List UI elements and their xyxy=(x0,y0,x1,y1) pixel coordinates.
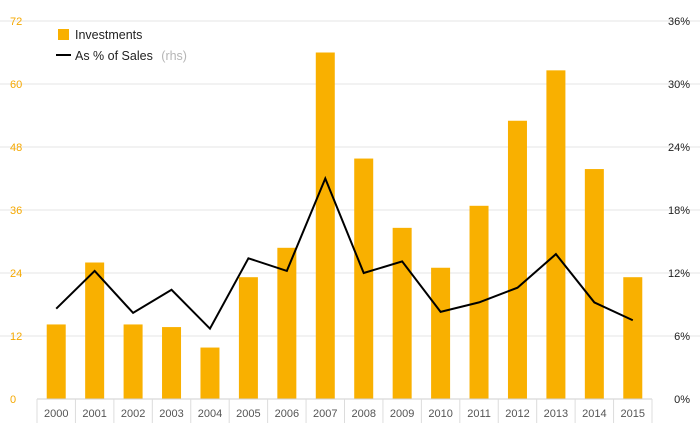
y-right-tick-label: 30% xyxy=(668,79,690,91)
y-right-tick-label: 18% xyxy=(668,205,690,217)
bar-investments-2004 xyxy=(200,347,220,399)
y-left-tick-label: 72 xyxy=(10,16,22,28)
bar-investments-2002 xyxy=(123,324,143,399)
x-tick-label: 2011 xyxy=(467,408,491,420)
legend-swatch-investments xyxy=(58,29,69,40)
legend: Investments As % of Sales (rhs) xyxy=(56,28,187,64)
x-tick-label: 2014 xyxy=(582,408,606,420)
bar-investments-2013 xyxy=(546,70,566,399)
x-tick-label: 2000 xyxy=(44,408,68,420)
y-right-tick-label: 6% xyxy=(674,331,690,343)
bar-investments-2015 xyxy=(623,277,643,399)
bar-investments-2010 xyxy=(431,267,451,399)
bar-investments-2000 xyxy=(46,324,66,399)
x-tick-label: 2012 xyxy=(505,408,529,420)
x-tick-label: 2015 xyxy=(621,408,645,420)
bar-investments-2005 xyxy=(238,277,258,399)
y-left-tick-label: 0 xyxy=(10,394,16,406)
bar-investments-2001 xyxy=(85,262,105,399)
x-tick-label: 2004 xyxy=(198,408,222,420)
bar-investments-2007 xyxy=(315,52,335,399)
legend-label-pct-sales-main: As % of Sales xyxy=(75,49,153,63)
y-left-tick-label: 24 xyxy=(10,268,22,280)
y-left-tick-label: 48 xyxy=(10,142,22,154)
bar-investments-2006 xyxy=(277,247,297,399)
x-tick-label: 2009 xyxy=(390,408,414,420)
y-left-tick-label: 60 xyxy=(10,79,22,91)
axes: 0 12 24 36 48 60 72 0% 6% 12% 18% 24% 30% 36% 2000 2001… xyxy=(10,16,690,423)
legend-label-pct-sales: As % of Sales (rhs) xyxy=(75,47,187,64)
x-tick-label: 2003 xyxy=(159,408,183,420)
bar-investments-2003 xyxy=(162,327,182,399)
y-left-tick-label: 36 xyxy=(10,205,22,217)
y-right-tick-label: 36% xyxy=(668,16,690,28)
x-tick-label: 2007 xyxy=(313,408,337,420)
line-pct-sales xyxy=(55,175,634,331)
x-tick-label: 2006 xyxy=(275,408,299,420)
x-tick-label: 2010 xyxy=(428,408,452,420)
x-tick-label: 2002 xyxy=(121,408,145,420)
x-tick-label: 2001 xyxy=(82,408,106,420)
x-tick-label: 2005 xyxy=(236,408,260,420)
y-right-tick-label: 24% xyxy=(668,142,690,154)
y-left-tick-label: 12 xyxy=(10,331,22,343)
bar-investments-2009 xyxy=(392,227,412,399)
legend-label-rhs-note: (rhs) xyxy=(161,49,187,63)
x-tick-label: 2013 xyxy=(544,408,568,420)
bar-investments-2012 xyxy=(507,120,527,399)
bar-investments-2008 xyxy=(354,158,374,399)
line-series-pct-sales xyxy=(55,175,634,331)
gridlines xyxy=(0,20,700,337)
x-tick-label: 2008 xyxy=(351,408,375,420)
legend-label-investments: Investments xyxy=(75,28,142,42)
y-right-tick-label: 0% xyxy=(674,394,690,406)
bar-investments-2014 xyxy=(584,169,604,399)
y-right-tick-label: 12% xyxy=(668,268,690,280)
